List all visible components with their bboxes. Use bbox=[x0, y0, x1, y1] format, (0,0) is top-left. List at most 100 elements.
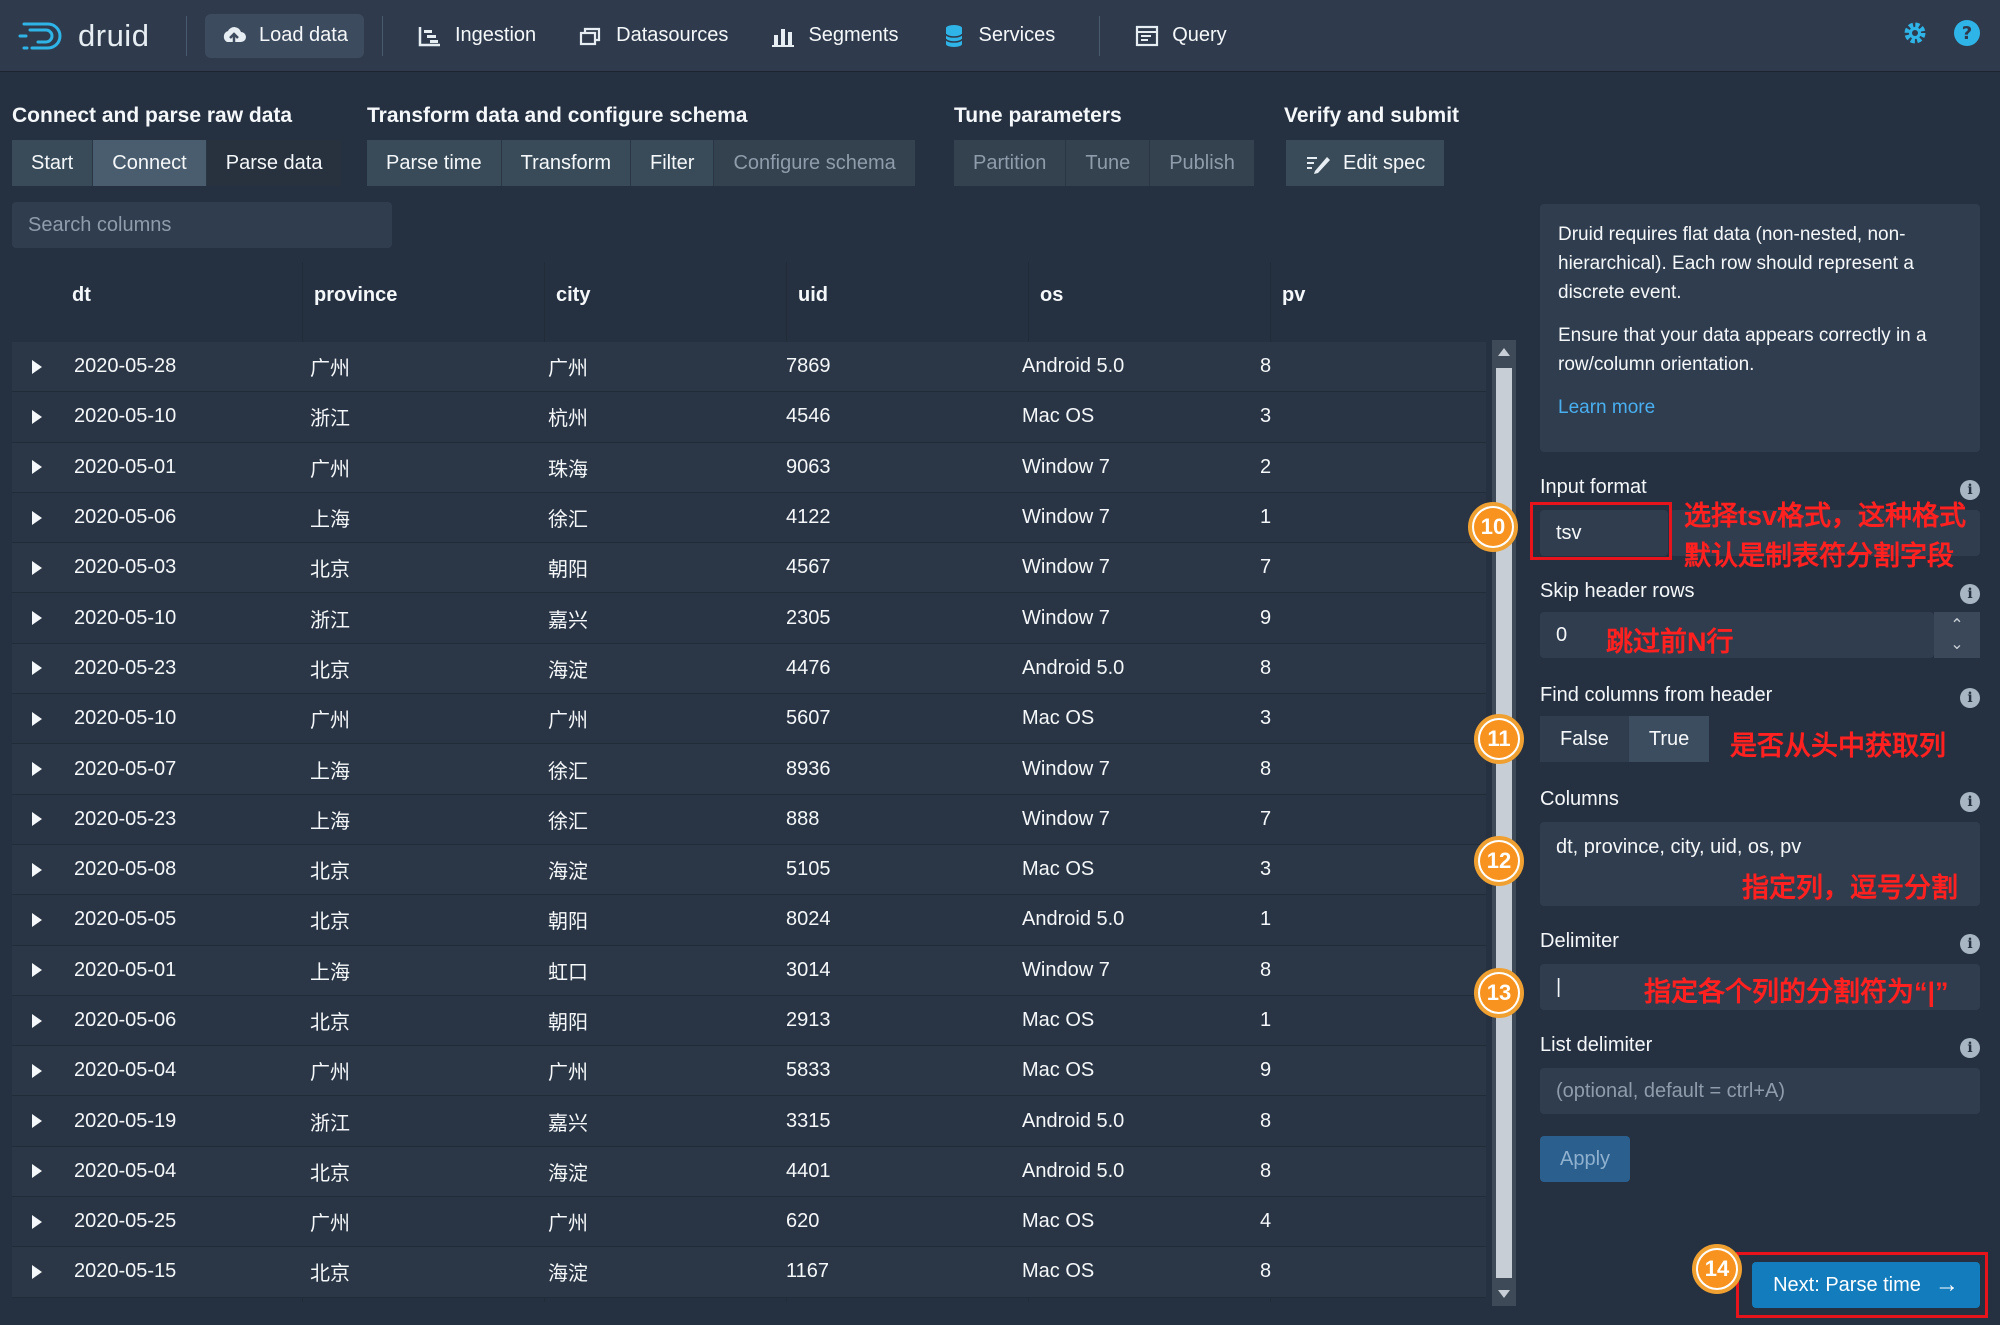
caret-right-icon[interactable] bbox=[32, 611, 42, 626]
caret-right-icon[interactable] bbox=[32, 460, 42, 475]
toggle-true-button[interactable]: True bbox=[1628, 716, 1710, 762]
druid-logo-icon bbox=[18, 22, 62, 49]
caret-right-icon[interactable] bbox=[32, 711, 42, 726]
caret-right-icon[interactable] bbox=[32, 1214, 42, 1229]
help-icon[interactable]: ? bbox=[1952, 18, 1982, 48]
info-icon[interactable]: i bbox=[1960, 584, 1980, 604]
table-row[interactable]: 2020-05-06 上海 徐汇 4122 Window 7 1 bbox=[12, 492, 1486, 544]
chevron-down-icon[interactable]: ⌄ bbox=[1950, 635, 1964, 653]
caret-right-icon[interactable] bbox=[32, 560, 42, 575]
caret-right-icon[interactable] bbox=[32, 762, 42, 777]
table-row[interactable]: 2020-05-10 浙江 杭州 4546 Mac OS 3 bbox=[12, 392, 1486, 443]
input-format-value: tsv bbox=[1556, 521, 1582, 544]
scroll-down-icon[interactable] bbox=[1498, 1290, 1510, 1298]
table-row[interactable]: 2020-05-25 广州 广州 620 Mac OS 4 bbox=[12, 1197, 1486, 1248]
caret-right-icon[interactable] bbox=[32, 812, 42, 827]
step-parse-time-button[interactable]: Parse time bbox=[367, 140, 502, 186]
caret-right-icon[interactable] bbox=[32, 963, 42, 978]
input-format-select[interactable]: tsv bbox=[1540, 510, 1668, 556]
nav-datasources[interactable]: Datasources bbox=[562, 14, 744, 58]
table-cell-uid: 7869 bbox=[786, 355, 831, 378]
input-format-select-rest[interactable] bbox=[1670, 510, 1980, 556]
caret-right-icon[interactable] bbox=[32, 510, 42, 525]
edit-spec-label: Edit spec bbox=[1343, 151, 1426, 174]
search-columns-input[interactable]: Search columns bbox=[12, 202, 392, 248]
caret-right-icon[interactable] bbox=[32, 1063, 42, 1078]
step-configure-schema-button[interactable]: Configure schema bbox=[714, 140, 915, 186]
next-parse-time-button[interactable]: Next: Parse time → bbox=[1752, 1262, 1980, 1308]
chevron-up-icon[interactable]: ⌃ bbox=[1950, 616, 1964, 634]
table-cell-province: 广州 bbox=[310, 358, 350, 381]
table-body: 2020-05-28 广州 广州 7869 Android 5.0 8 2020-05-10… bbox=[12, 342, 1486, 1298]
column-header-dt[interactable]: dt bbox=[72, 284, 91, 306]
step-partition-button[interactable]: Partition bbox=[954, 140, 1067, 186]
table-row[interactable]: 2020-05-23 上海 徐汇 888 Window 7 7 bbox=[12, 794, 1486, 845]
caret-right-icon[interactable] bbox=[32, 661, 42, 676]
nav-ingestion[interactable]: Ingestion bbox=[401, 14, 552, 58]
table-cell-province: 上海 bbox=[310, 509, 350, 532]
gear-icon[interactable] bbox=[1900, 18, 1930, 48]
caret-right-icon[interactable] bbox=[32, 1164, 42, 1179]
step-filter-button[interactable]: Filter bbox=[630, 140, 715, 186]
step-parse-data-button[interactable]: Parse data bbox=[206, 140, 342, 186]
learn-more-link[interactable]: Learn more bbox=[1558, 397, 1656, 418]
table-row[interactable]: 2020-05-08 北京 海淀 5105 Mac OS 3 bbox=[12, 844, 1486, 896]
delimiter-input[interactable]: | bbox=[1540, 964, 1980, 1010]
nav-segments[interactable]: Segments bbox=[754, 14, 914, 58]
table-row[interactable]: 2020-05-10 浙江 嘉兴 2305 Window 7 9 bbox=[12, 593, 1486, 644]
nav-services[interactable]: Services bbox=[925, 14, 1072, 58]
step-edit-spec-button[interactable]: Edit spec bbox=[1286, 140, 1445, 186]
numeric-stepper[interactable]: ⌃ ⌄ bbox=[1934, 612, 1980, 658]
step-publish-button[interactable]: Publish bbox=[1150, 140, 1254, 186]
columns-textarea[interactable]: dt, province, city, uid, os, pv bbox=[1540, 822, 1980, 906]
table-row[interactable]: 2020-05-05 北京 朝阳 8024 Android 5.0 1 bbox=[12, 895, 1486, 946]
table-row[interactable]: 2020-05-03 北京 朝阳 4567 Window 7 7 bbox=[12, 543, 1486, 594]
step-transform-button[interactable]: Transform bbox=[501, 140, 631, 186]
table-row[interactable]: 2020-05-04 广州 广州 5833 Mac OS 9 bbox=[12, 1046, 1486, 1097]
table-row[interactable]: 2020-05-06 北京 朝阳 2913 Mac OS 1 bbox=[12, 995, 1486, 1047]
nav-query[interactable]: Query bbox=[1118, 14, 1242, 58]
column-header-uid[interactable]: uid bbox=[798, 284, 828, 306]
nav-load-data[interactable]: Load data bbox=[205, 13, 364, 58]
caret-right-icon[interactable] bbox=[32, 359, 42, 374]
step-start-button[interactable]: Start bbox=[12, 140, 94, 186]
table-cell-dt: 2020-05-01 bbox=[74, 455, 177, 478]
step-connect-button[interactable]: Connect bbox=[93, 140, 207, 186]
column-header-os[interactable]: os bbox=[1040, 284, 1064, 306]
info-icon[interactable]: i bbox=[1960, 792, 1980, 812]
column-header-pv[interactable]: pv bbox=[1282, 284, 1306, 306]
info-icon[interactable]: i bbox=[1960, 480, 1980, 500]
column-header-city[interactable]: city bbox=[556, 284, 591, 306]
table-row[interactable]: 2020-05-15 北京 海淀 1167 Mac OS 8 bbox=[12, 1247, 1486, 1298]
apply-button[interactable]: Apply bbox=[1540, 1136, 1630, 1182]
info-icon[interactable]: i bbox=[1960, 688, 1980, 708]
toggle-false-button[interactable]: False bbox=[1540, 716, 1629, 762]
table-row[interactable]: 2020-05-07 上海 徐汇 8936 Window 7 8 bbox=[12, 744, 1486, 795]
caret-right-icon[interactable] bbox=[32, 862, 42, 877]
caret-right-icon[interactable] bbox=[32, 1264, 42, 1279]
table-row[interactable]: 2020-05-04 北京 海淀 4401 Android 5.0 8 bbox=[12, 1146, 1486, 1198]
table-row[interactable]: 2020-05-23 北京 海淀 4476 Android 5.0 8 bbox=[12, 643, 1486, 695]
table-scrollbar[interactable] bbox=[1492, 340, 1516, 1306]
table-row[interactable]: 2020-05-01 上海 虹口 3014 Window 7 8 bbox=[12, 945, 1486, 996]
table-row[interactable]: 2020-05-28 广州 广州 7869 Android 5.0 8 bbox=[12, 342, 1486, 393]
table-row[interactable]: 2020-05-01 广州 珠海 9063 Window 7 2 bbox=[12, 442, 1486, 493]
scroll-up-icon[interactable] bbox=[1498, 348, 1510, 356]
list-delimiter-input[interactable]: (optional, default = ctrl+A) bbox=[1540, 1068, 1980, 1114]
caret-right-icon[interactable] bbox=[32, 1013, 42, 1028]
caret-right-icon[interactable] bbox=[32, 1114, 42, 1129]
column-header-province[interactable]: province bbox=[314, 284, 398, 306]
table-row[interactable]: 2020-05-19 浙江 嘉兴 3315 Android 5.0 8 bbox=[12, 1096, 1486, 1147]
table-row[interactable]: 2020-05-10 广州 广州 5607 Mac OS 3 bbox=[12, 694, 1486, 745]
table-cell-pv: 9 bbox=[1260, 606, 1272, 629]
skip-header-rows-input[interactable]: 0 bbox=[1540, 612, 1934, 658]
scrollbar-thumb[interactable] bbox=[1496, 368, 1512, 1278]
table-cell-city: 海淀 bbox=[548, 1263, 588, 1286]
caret-right-icon[interactable] bbox=[32, 912, 42, 927]
caret-right-icon[interactable] bbox=[32, 409, 42, 424]
step-tune-button[interactable]: Tune bbox=[1066, 140, 1151, 186]
info-icon[interactable]: i bbox=[1960, 1038, 1980, 1058]
info-callout: Druid requires flat data (non-nested, no… bbox=[1540, 204, 1980, 452]
druid-logo[interactable]: druid bbox=[18, 16, 168, 56]
info-icon[interactable]: i bbox=[1960, 934, 1980, 954]
